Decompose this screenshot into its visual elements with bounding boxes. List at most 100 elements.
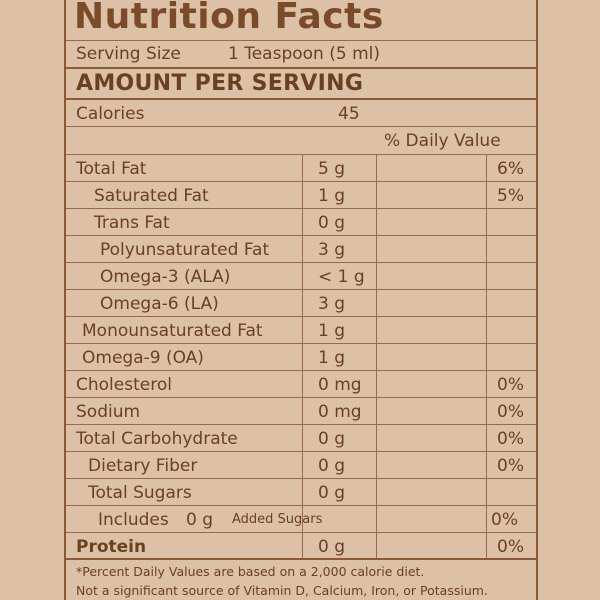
table-divider	[302, 506, 303, 532]
calories-label: Calories	[76, 104, 145, 124]
table-divider	[376, 452, 377, 478]
nutrient-amount: 1 g	[318, 186, 346, 206]
table-divider	[486, 344, 487, 370]
table-divider	[486, 182, 487, 208]
nutrient-label: Saturated Fat	[94, 186, 209, 206]
page-title: Nutrition Facts	[74, 0, 384, 37]
table-divider	[376, 209, 377, 235]
amount-per-serving-label: AMOUNT PER SERVING	[76, 71, 364, 96]
daily-value-header: % Daily Value	[384, 131, 501, 151]
nutrient-row: Protein 0 g 0%	[66, 533, 536, 560]
nutrient-row: Includes Added Sugars 0 g 0%	[66, 506, 536, 533]
table-divider	[486, 317, 487, 343]
footnote-not-significant: Not a significant source of Vitamin D, C…	[76, 583, 488, 598]
table-divider	[302, 209, 303, 235]
nutrient-daily-value: 0%	[497, 537, 524, 557]
nutrient-amount: 5 g	[318, 159, 346, 179]
nutrient-daily-value: 0%	[491, 510, 518, 530]
nutrient-label: Sodium	[76, 402, 141, 422]
table-divider	[302, 155, 303, 181]
table-divider	[486, 506, 487, 532]
footnote-daily-values: *Percent Daily Values are based on a 2,0…	[76, 564, 425, 579]
table-divider	[376, 236, 377, 262]
nutrient-amount: 1 g	[318, 348, 346, 368]
table-divider	[302, 533, 303, 558]
nutrient-label: Dietary Fiber	[88, 456, 198, 476]
table-divider	[376, 479, 377, 505]
nutrient-label: Omega-6 (LA)	[100, 294, 219, 314]
nutrition-facts-panel: Nutrition Facts Serving Size 1 Teaspoon …	[64, 0, 538, 600]
footnotes: *Percent Daily Values are based on a 2,0…	[76, 562, 488, 600]
nutrient-amount: 0 mg	[318, 375, 362, 395]
table-divider	[486, 209, 487, 235]
nutrient-label: Omega-9 (OA)	[82, 348, 204, 368]
nutrient-label: Total Sugars	[88, 483, 192, 503]
nutrient-amount: 0 g	[318, 213, 346, 233]
nutrient-label: Total Fat	[76, 159, 147, 179]
table-divider	[302, 452, 303, 478]
table-divider	[486, 479, 487, 505]
table-divider	[486, 452, 487, 478]
table-divider	[376, 290, 377, 316]
table-divider	[302, 398, 303, 424]
table-divider	[486, 398, 487, 424]
nutrient-label: Omega-3 (ALA)	[100, 267, 231, 287]
serving-size-row: Serving Size 1 Teaspoon (5 ml)	[66, 40, 536, 69]
table-divider	[486, 290, 487, 316]
nutrient-label: Total Carbohydrate	[76, 429, 238, 449]
table-divider	[302, 344, 303, 370]
calories-row: Calories 45	[66, 100, 536, 127]
nutrient-amount: 0 g	[318, 456, 346, 476]
table-divider	[376, 317, 377, 343]
nutrient-row: Trans Fat 0 g	[66, 209, 536, 236]
nutrient-label: Cholesterol	[76, 375, 172, 395]
nutrient-amount: 0 mg	[318, 402, 362, 422]
nutrient-row: Polyunsaturated Fat 3 g	[66, 236, 536, 263]
nutrient-row: Cholesterol 0 mg 0%	[66, 371, 536, 398]
table-divider	[486, 155, 487, 181]
table-divider	[376, 344, 377, 370]
nutrient-daily-value: 0%	[497, 375, 524, 395]
table-divider	[486, 425, 487, 451]
table-divider	[376, 263, 377, 289]
includes-amount: 0 g	[186, 510, 214, 530]
serving-size-label: Serving Size	[76, 44, 181, 64]
table-divider	[302, 425, 303, 451]
nutrient-amount: 0 g	[318, 483, 346, 503]
nutrient-daily-value: 0%	[497, 456, 524, 476]
table-divider	[302, 263, 303, 289]
table-divider	[376, 182, 377, 208]
amount-per-serving-header: AMOUNT PER SERVING	[66, 69, 536, 100]
table-divider	[302, 479, 303, 505]
table-divider	[376, 425, 377, 451]
table-divider	[376, 155, 377, 181]
nutrient-amount: 3 g	[318, 240, 346, 260]
added-sugars-label: Added Sugars	[232, 512, 323, 527]
nutrient-row: Sodium 0 mg 0%	[66, 398, 536, 425]
table-divider	[302, 371, 303, 397]
table-divider	[376, 398, 377, 424]
nutrient-amount: 0 g	[318, 537, 346, 557]
table-divider	[376, 506, 377, 532]
nutrient-row: Total Sugars 0 g	[66, 479, 536, 506]
nutrient-label: Protein	[76, 537, 147, 557]
nutrient-row: Total Fat 5 g 6%	[66, 155, 536, 182]
nutrient-label: Trans Fat	[94, 213, 170, 233]
nutrient-label: Includes	[98, 510, 169, 530]
daily-value-header-row: % Daily Value	[66, 127, 536, 155]
table-divider	[302, 290, 303, 316]
calories-value: 45	[338, 104, 360, 124]
table-divider	[486, 236, 487, 262]
nutrient-row: Total Carbohydrate 0 g 0%	[66, 425, 536, 452]
table-divider	[486, 533, 487, 558]
nutrient-amount: 3 g	[318, 294, 346, 314]
nutrient-row: Omega-9 (OA) 1 g	[66, 344, 536, 371]
nutrient-label: Polyunsaturated Fat	[100, 240, 270, 260]
nutrient-row: Monounsaturated Fat 1 g	[66, 317, 536, 344]
nutrient-row: Omega-6 (LA) 3 g	[66, 290, 536, 317]
nutrient-daily-value: 0%	[497, 402, 524, 422]
nutrient-row: Omega-3 (ALA) < 1 g	[66, 263, 536, 290]
nutrient-daily-value: 5%	[497, 186, 524, 206]
table-divider	[302, 317, 303, 343]
table-divider	[486, 263, 487, 289]
